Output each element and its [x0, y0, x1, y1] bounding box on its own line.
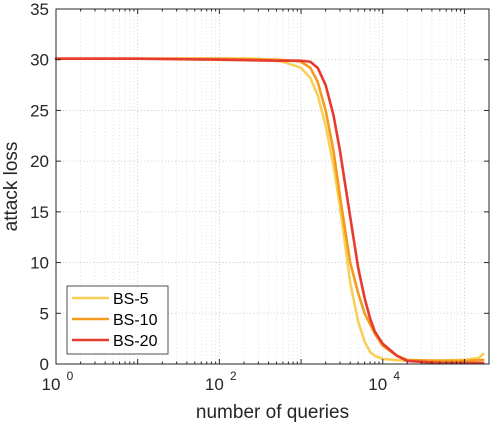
- plot-frame: [55, 8, 490, 365]
- y-tick-label: 15: [30, 203, 49, 222]
- legend: BS-5 BS-10 BS-20: [66, 285, 169, 355]
- y-tick-label: 0: [40, 355, 49, 374]
- legend-label: BS-5: [113, 291, 149, 308]
- x-tick-label: 10: [205, 375, 224, 394]
- x-axis-label: number of queries: [196, 402, 349, 423]
- y-tick-label: 30: [30, 51, 49, 70]
- x-tick-label: 10: [368, 375, 387, 394]
- y-axis-label: attack loss: [1, 142, 22, 232]
- legend-label: BS-20: [113, 333, 158, 350]
- x-tick-exponent: 4: [393, 369, 400, 383]
- series-line-bs-20: [54, 57, 485, 365]
- y-tick-label: 20: [30, 152, 49, 171]
- x-tick-label: 10: [42, 375, 61, 394]
- x-tick-exponent: 2: [230, 369, 237, 383]
- series-lines: [54, 57, 485, 365]
- y-tick-label: 5: [40, 304, 49, 323]
- y-tick-label: 35: [30, 0, 49, 19]
- legend-label: BS-10: [113, 312, 158, 329]
- y-tick-label: 25: [30, 101, 49, 120]
- x-tick-exponent: 0: [67, 369, 74, 383]
- y-tick-label: 10: [30, 254, 49, 273]
